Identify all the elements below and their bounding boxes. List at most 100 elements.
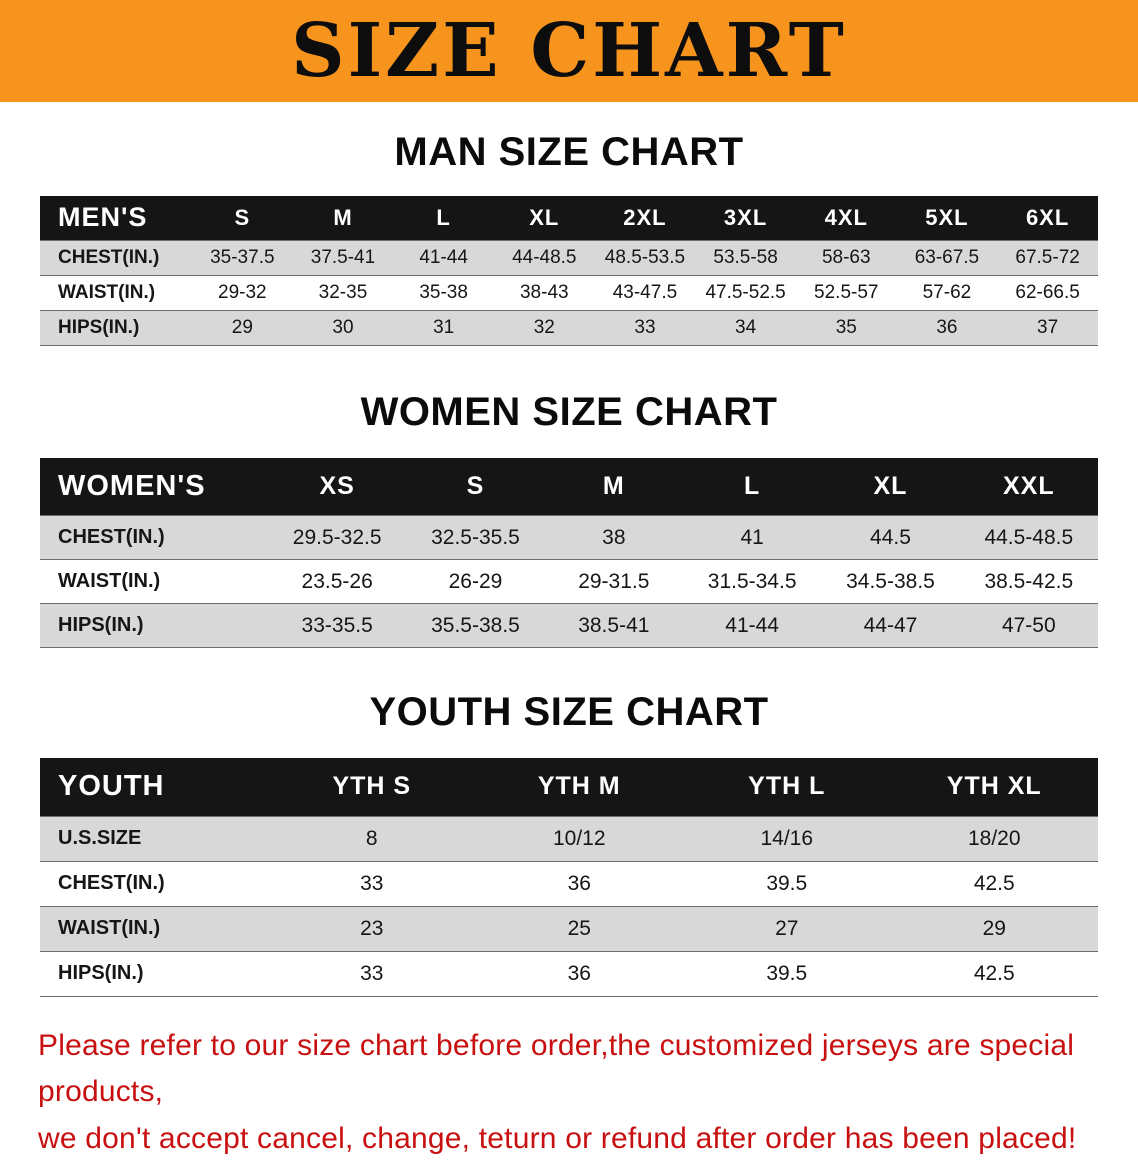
data-cell: 42.5 bbox=[891, 861, 1099, 906]
data-cell: 29-31.5 bbox=[545, 560, 683, 604]
data-cell: 32-35 bbox=[293, 275, 394, 310]
data-cell: 35 bbox=[796, 310, 897, 345]
data-cell: 34 bbox=[695, 310, 796, 345]
column-header: YTH S bbox=[268, 758, 476, 816]
column-header: 2XL bbox=[595, 196, 696, 240]
data-cell: 35.5-38.5 bbox=[406, 604, 544, 648]
data-cell: 38-43 bbox=[494, 275, 595, 310]
data-cell: 31 bbox=[393, 310, 494, 345]
column-header: 5XL bbox=[897, 196, 998, 240]
data-cell: 35-38 bbox=[393, 275, 494, 310]
data-cell: 23.5-26 bbox=[268, 560, 406, 604]
data-cell: 58-63 bbox=[796, 240, 897, 275]
column-header: XS bbox=[268, 458, 406, 516]
data-cell: 39.5 bbox=[683, 861, 891, 906]
data-cell: 48.5-53.5 bbox=[595, 240, 696, 275]
data-cell: 33 bbox=[268, 951, 476, 996]
data-cell: 42.5 bbox=[891, 951, 1099, 996]
column-header: XL bbox=[821, 458, 959, 516]
column-header: XXL bbox=[960, 458, 1098, 516]
row-label: HIPS(IN.) bbox=[40, 951, 268, 996]
table-title-cell: YOUTH bbox=[40, 758, 268, 816]
data-cell: 14/16 bbox=[683, 816, 891, 861]
data-cell: 25 bbox=[476, 906, 684, 951]
footer-note: Please refer to our size chart before or… bbox=[0, 997, 1138, 1162]
footer-note-line2: we don't accept cancel, change, teturn o… bbox=[38, 1116, 1100, 1162]
data-cell: 37.5-41 bbox=[293, 240, 394, 275]
column-header: L bbox=[683, 458, 821, 516]
data-cell: 29 bbox=[891, 906, 1099, 951]
data-cell: 38 bbox=[545, 516, 683, 560]
data-cell: 30 bbox=[293, 310, 394, 345]
data-cell: 41-44 bbox=[393, 240, 494, 275]
row-label: HIPS(IN.) bbox=[40, 604, 268, 648]
data-cell: 31.5-34.5 bbox=[683, 560, 821, 604]
column-header: YTH L bbox=[683, 758, 891, 816]
data-cell: 47.5-52.5 bbox=[695, 275, 796, 310]
row-label: CHEST(IN.) bbox=[40, 861, 268, 906]
row-label: WAIST(IN.) bbox=[40, 560, 268, 604]
row-label: HIPS(IN.) bbox=[40, 310, 192, 345]
column-header: M bbox=[293, 196, 394, 240]
data-cell: 35-37.5 bbox=[192, 240, 293, 275]
column-header: S bbox=[406, 458, 544, 516]
column-header: 3XL bbox=[695, 196, 796, 240]
data-cell: 38.5-42.5 bbox=[960, 560, 1098, 604]
row-label: CHEST(IN.) bbox=[40, 240, 192, 275]
banner-title: SIZE CHART bbox=[291, 14, 847, 88]
data-cell: 18/20 bbox=[891, 816, 1099, 861]
column-header: 6XL bbox=[997, 196, 1098, 240]
data-cell: 26-29 bbox=[406, 560, 544, 604]
data-cell: 36 bbox=[897, 310, 998, 345]
data-cell: 44-47 bbox=[821, 604, 959, 648]
data-cell: 41 bbox=[683, 516, 821, 560]
footer-note-line1: Please refer to our size chart before or… bbox=[38, 1023, 1100, 1116]
row-label: WAIST(IN.) bbox=[40, 906, 268, 951]
table-title-cell: WOMEN'S bbox=[40, 458, 268, 516]
men-section-heading: MAN SIZE CHART bbox=[0, 102, 1138, 196]
data-cell: 34.5-38.5 bbox=[821, 560, 959, 604]
data-cell: 44.5-48.5 bbox=[960, 516, 1098, 560]
data-cell: 67.5-72 bbox=[997, 240, 1098, 275]
banner: SIZE CHART bbox=[0, 0, 1138, 102]
data-cell: 37 bbox=[997, 310, 1098, 345]
column-header: XL bbox=[494, 196, 595, 240]
row-label: WAIST(IN.) bbox=[40, 275, 192, 310]
data-cell: 38.5-41 bbox=[545, 604, 683, 648]
column-header: S bbox=[192, 196, 293, 240]
row-label: CHEST(IN.) bbox=[40, 516, 268, 560]
data-cell: 39.5 bbox=[683, 951, 891, 996]
column-header: L bbox=[393, 196, 494, 240]
data-cell: 29 bbox=[192, 310, 293, 345]
data-cell: 29-32 bbox=[192, 275, 293, 310]
column-header: 4XL bbox=[796, 196, 897, 240]
data-cell: 47-50 bbox=[960, 604, 1098, 648]
data-cell: 44.5 bbox=[821, 516, 959, 560]
data-cell: 32.5-35.5 bbox=[406, 516, 544, 560]
data-cell: 33-35.5 bbox=[268, 604, 406, 648]
data-cell: 29.5-32.5 bbox=[268, 516, 406, 560]
data-cell: 23 bbox=[268, 906, 476, 951]
women-section-heading: WOMEN SIZE CHART bbox=[0, 346, 1138, 458]
data-cell: 33 bbox=[595, 310, 696, 345]
data-cell: 43-47.5 bbox=[595, 275, 696, 310]
row-label: U.S.SIZE bbox=[40, 816, 268, 861]
table-title-cell: MEN'S bbox=[40, 196, 192, 240]
